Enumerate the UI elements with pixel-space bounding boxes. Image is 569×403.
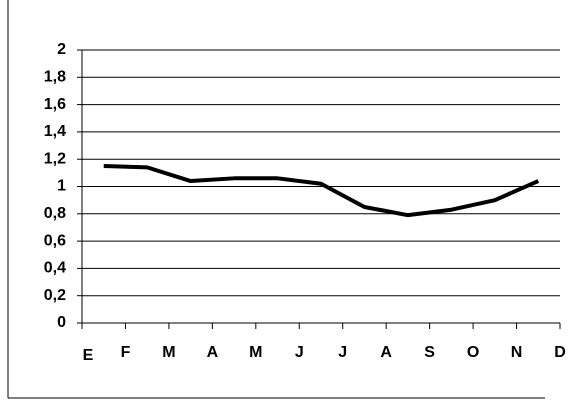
x-tick-label: J: [295, 344, 304, 361]
y-tick-label: 0,6: [44, 232, 66, 249]
y-tick-label: 0,8: [44, 205, 66, 222]
x-tick-label: O: [467, 344, 479, 361]
x-tick-label: J: [338, 344, 347, 361]
y-tick-label: 0,2: [44, 287, 66, 304]
y-tick-label: 1,8: [44, 69, 66, 86]
y-tick-label: 0,4: [44, 260, 66, 277]
x-tick-label: A: [380, 344, 392, 361]
x-tick-label: D: [554, 344, 566, 361]
x-tick-label: F: [121, 344, 131, 361]
y-tick-label: 1: [57, 178, 66, 195]
data-line: [103, 164, 540, 218]
y-tick-label: 1,4: [44, 123, 66, 140]
x-tick-label: E: [83, 347, 94, 364]
y-tick-label: 1,6: [44, 96, 66, 113]
x-tick-label: A: [207, 344, 219, 361]
x-tick-label: N: [511, 344, 523, 361]
x-tick-label: S: [424, 344, 435, 361]
y-tick-label: 0: [57, 314, 66, 331]
x-tick-label: M: [162, 344, 175, 361]
y-tick-label: 2: [57, 41, 66, 58]
x-tick-label: M: [249, 344, 262, 361]
y-tick-label: 1,2: [44, 150, 66, 167]
